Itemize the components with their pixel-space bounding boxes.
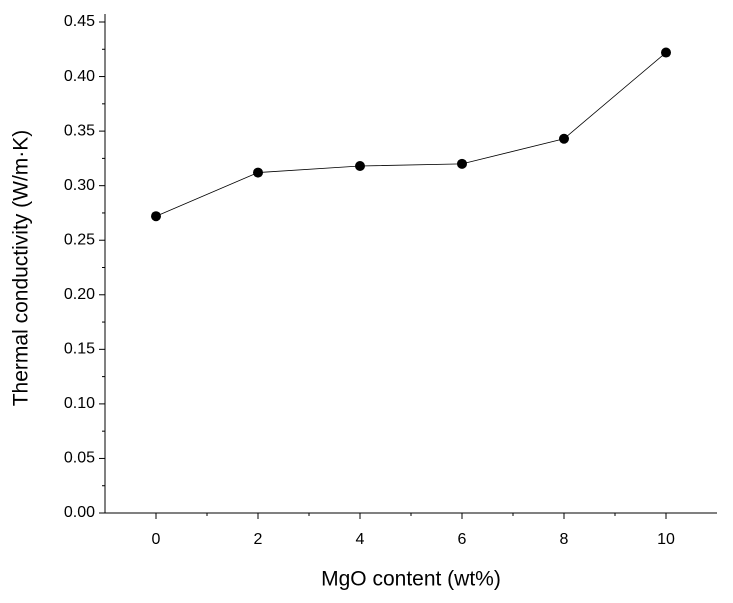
data-point [253,167,263,178]
data-point [559,133,569,144]
x-tick-label: 6 [458,531,467,548]
x-tick-label: 4 [356,531,365,548]
y-tick-label: 0.40 [64,68,95,85]
x-tick-label: 8 [560,531,569,548]
y-axis-title: Thermal conductivity (W/m·K) [10,130,33,407]
y-tick-label: 0.35 [64,122,95,139]
data-point [457,158,467,169]
y-tick-label: 0.30 [64,177,95,194]
x-tick-label: 10 [657,531,675,548]
data-point [151,211,161,222]
data-point [355,161,365,172]
y-tick-label: 0.45 [64,13,95,30]
y-tick-label: 0.05 [64,450,95,467]
y-tick-label: 0.10 [64,395,95,412]
data-line [155,52,667,217]
y-tick-label: 0.00 [64,504,95,521]
y-tick-label: 0.15 [64,341,95,358]
data-point [661,47,671,58]
x-axis-title: MgO content (wt%) [321,568,501,591]
x-tick-label: 2 [254,531,263,548]
x-tick-label: 0 [152,531,161,548]
y-tick-label: 0.25 [64,231,95,248]
y-tick-label: 0.20 [64,286,95,303]
